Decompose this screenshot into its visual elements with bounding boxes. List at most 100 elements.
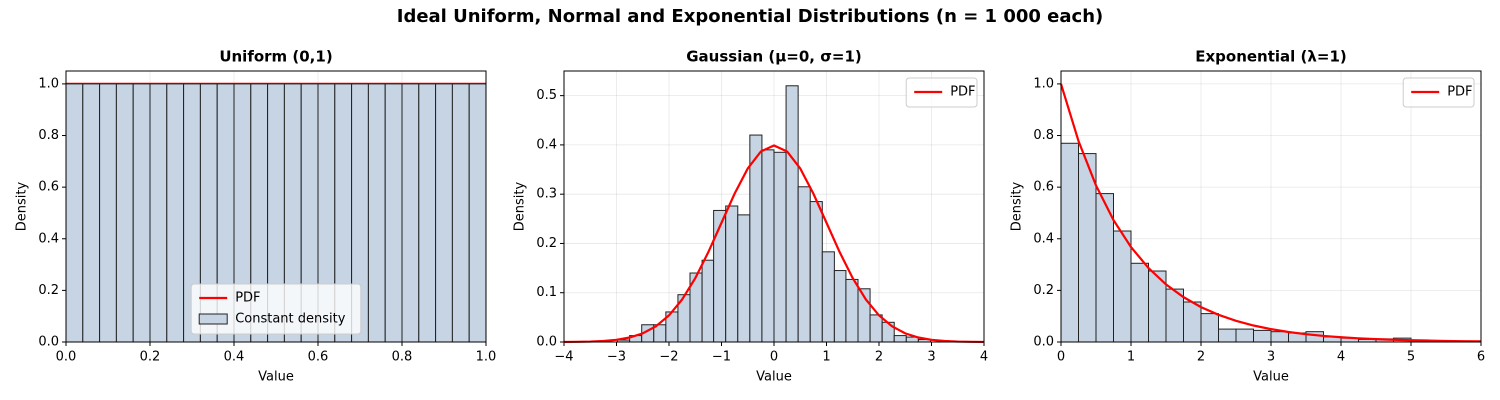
histogram-bar — [166, 83, 185, 343]
y-tick-label: 0.2 — [38, 283, 59, 298]
legend-label: Constant density — [235, 312, 346, 327]
x-tick-label: −1 — [712, 350, 731, 365]
histogram-bar — [713, 209, 727, 343]
histogram-bar — [833, 270, 847, 343]
x-tick-label: 4 — [980, 350, 988, 365]
y-axis-label: Density — [15, 181, 30, 231]
y-axis-label: Density — [513, 181, 528, 231]
y-tick-label: 0.2 — [1033, 283, 1054, 298]
histogram-bar — [761, 149, 775, 343]
histogram-bar — [1200, 313, 1219, 343]
x-tick-label: 5 — [1407, 350, 1415, 365]
figure-title: Ideal Uniform, Normal and Exponential Di… — [397, 6, 1103, 27]
x-tick-label: 4 — [1337, 350, 1345, 365]
histogram-bar — [367, 83, 386, 343]
legend: PDF Constant density — [190, 283, 362, 335]
histogram-bar — [749, 134, 763, 343]
y-tick-label: 0.0 — [536, 335, 557, 350]
x-tick-label: −4 — [554, 350, 573, 365]
histogram-bar — [418, 83, 437, 343]
histogram-bar — [737, 214, 751, 343]
histogram-bar — [384, 83, 403, 343]
y-tick-label: 0.0 — [1033, 335, 1054, 350]
histogram-bar — [809, 201, 823, 343]
histogram-bar — [1270, 331, 1289, 343]
panel: Uniform (0,1) Value Density 0.0 0.2 0.4 0.6 0.8… — [15, 48, 497, 385]
x-tick-label: 2 — [875, 350, 883, 365]
y-tick-label: 0.5 — [536, 88, 557, 103]
y-axis-label: Density — [1010, 181, 1025, 231]
histogram-bar — [65, 83, 84, 343]
x-tick-label: 0 — [1057, 350, 1065, 365]
y-tick-label: 1.0 — [38, 76, 59, 91]
histogram-bar — [869, 314, 883, 343]
x-axis-label: Value — [756, 370, 792, 385]
x-tick-label: −2 — [659, 350, 678, 365]
histogram-bar — [1130, 262, 1149, 343]
histogram-bar — [821, 251, 835, 343]
y-tick-label: 1.0 — [1033, 76, 1054, 91]
y-tick-label: 0.3 — [536, 187, 557, 202]
x-tick-label: 1 — [822, 350, 830, 365]
x-tick-label: 0.4 — [224, 350, 245, 365]
y-tick-label: 0.1 — [536, 285, 557, 300]
histogram-bar — [1113, 230, 1132, 343]
legend: PDF — [905, 77, 978, 108]
histogram-bar — [1060, 142, 1079, 343]
histogram-bar — [845, 278, 859, 343]
y-tick-label: 0.4 — [1033, 231, 1054, 246]
legend-label: PDF — [235, 291, 260, 306]
histogram-bar — [725, 205, 739, 343]
y-tick-label: 0.2 — [536, 236, 557, 251]
x-tick-label: 1 — [1127, 350, 1135, 365]
y-tick-label: 0.8 — [38, 128, 59, 143]
histogram-bar — [149, 83, 168, 343]
legend-patch — [198, 313, 228, 325]
x-tick-label: 0.2 — [140, 350, 161, 365]
histogram-bar — [1078, 153, 1097, 343]
x-tick-label: 0.8 — [392, 350, 413, 365]
histogram-bar — [451, 83, 470, 343]
histogram-bar — [115, 83, 134, 343]
y-tick-label: 0.6 — [1033, 180, 1054, 195]
histogram-bar — [797, 186, 811, 343]
histogram-bar — [1253, 329, 1272, 343]
histogram-bar — [132, 83, 151, 343]
histogram-bar — [1183, 301, 1202, 343]
x-axis-label: Value — [1253, 370, 1289, 385]
panel: Gaussian (μ=0, σ=1) Value Density −4 −3 −2 −1 0… — [513, 48, 989, 385]
pdf-line — [563, 144, 985, 344]
histogram-bar — [1235, 328, 1254, 343]
histogram-bar — [773, 151, 787, 343]
x-tick-label: 1.0 — [476, 350, 497, 365]
x-tick-label: 0.6 — [308, 350, 329, 365]
legend-box — [190, 283, 362, 335]
histogram-bar — [785, 85, 799, 343]
histogram-bar — [1218, 328, 1237, 343]
x-tick-label: 0.0 — [56, 350, 77, 365]
axes-frame — [563, 70, 985, 343]
axes-frame — [65, 70, 487, 343]
legend-label: PDF — [950, 85, 975, 100]
histogram-bar — [82, 83, 101, 343]
y-tick-label: 0.8 — [1033, 128, 1054, 143]
histogram-bar — [1165, 288, 1184, 343]
x-tick-label: 0 — [770, 350, 778, 365]
x-tick-label: 3 — [927, 350, 935, 365]
panel: Exponential (λ=1) Value Density 0 1 2 3 4 5 6 0.0 0… — [1010, 48, 1486, 385]
legend: PDF — [1402, 77, 1475, 108]
x-tick-label: 2 — [1197, 350, 1205, 365]
y-tick-label: 0.4 — [536, 137, 557, 152]
histogram-bar — [701, 259, 715, 343]
histogram-bar — [468, 83, 487, 343]
histogram-bar — [99, 83, 117, 343]
histogram-bar — [435, 83, 453, 343]
y-tick-label: 0.0 — [38, 335, 59, 350]
histogram-bar — [893, 335, 907, 343]
x-axis-label: Value — [258, 370, 294, 385]
panel-title: Exponential (λ=1) — [1195, 48, 1347, 66]
y-tick-label: 0.6 — [38, 180, 59, 195]
legend-label: PDF — [1447, 85, 1472, 100]
panel-title: Uniform (0,1) — [219, 48, 332, 66]
